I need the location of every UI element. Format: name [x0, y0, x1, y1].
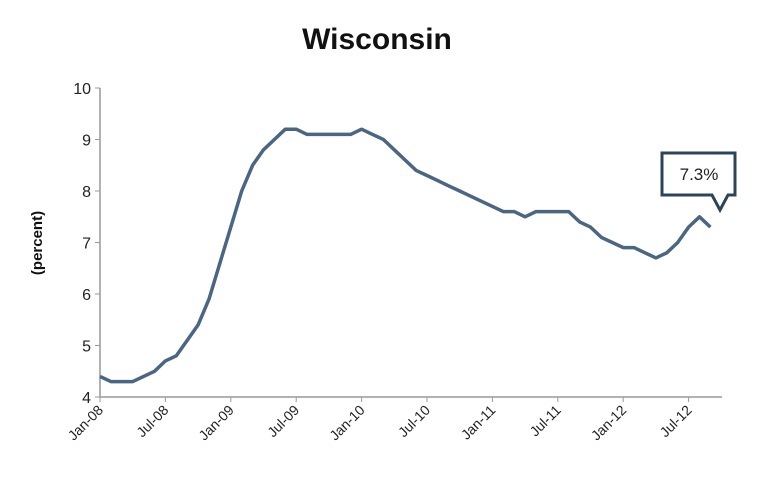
x-tick-label: Jul-12	[656, 402, 694, 440]
y-tick-label: 5	[82, 339, 91, 356]
y-tick-label: 4	[82, 390, 91, 407]
y-axis-label: (percent)	[29, 211, 46, 275]
callout-box	[660, 151, 737, 214]
x-tick-label: Jul-09	[264, 402, 302, 440]
y-tick-label: 8	[82, 184, 91, 201]
x-tick-label: Jan-12	[588, 402, 630, 444]
x-tick-label: Jul-08	[133, 402, 171, 440]
callout-label: 7.3%	[680, 165, 719, 184]
x-tick-label: Jan-09	[195, 402, 237, 444]
x-tick-label: Jan-11	[458, 402, 499, 443]
x-tick-label: Jan-08	[65, 402, 107, 444]
x-tick-label: Jul-11	[526, 402, 564, 440]
value-callout: 7.3%	[660, 151, 737, 214]
chart-title: Wisconsin	[302, 23, 452, 56]
series-line	[99, 127, 712, 384]
y-tick-label: 6	[82, 287, 91, 304]
x-tick-label: Jan-10	[326, 402, 368, 444]
y-tick-label: 10	[73, 81, 91, 98]
y-tick-label: 9	[82, 133, 91, 150]
x-tick-label: Jul-10	[395, 402, 433, 440]
y-tick-label: 7	[82, 236, 91, 253]
